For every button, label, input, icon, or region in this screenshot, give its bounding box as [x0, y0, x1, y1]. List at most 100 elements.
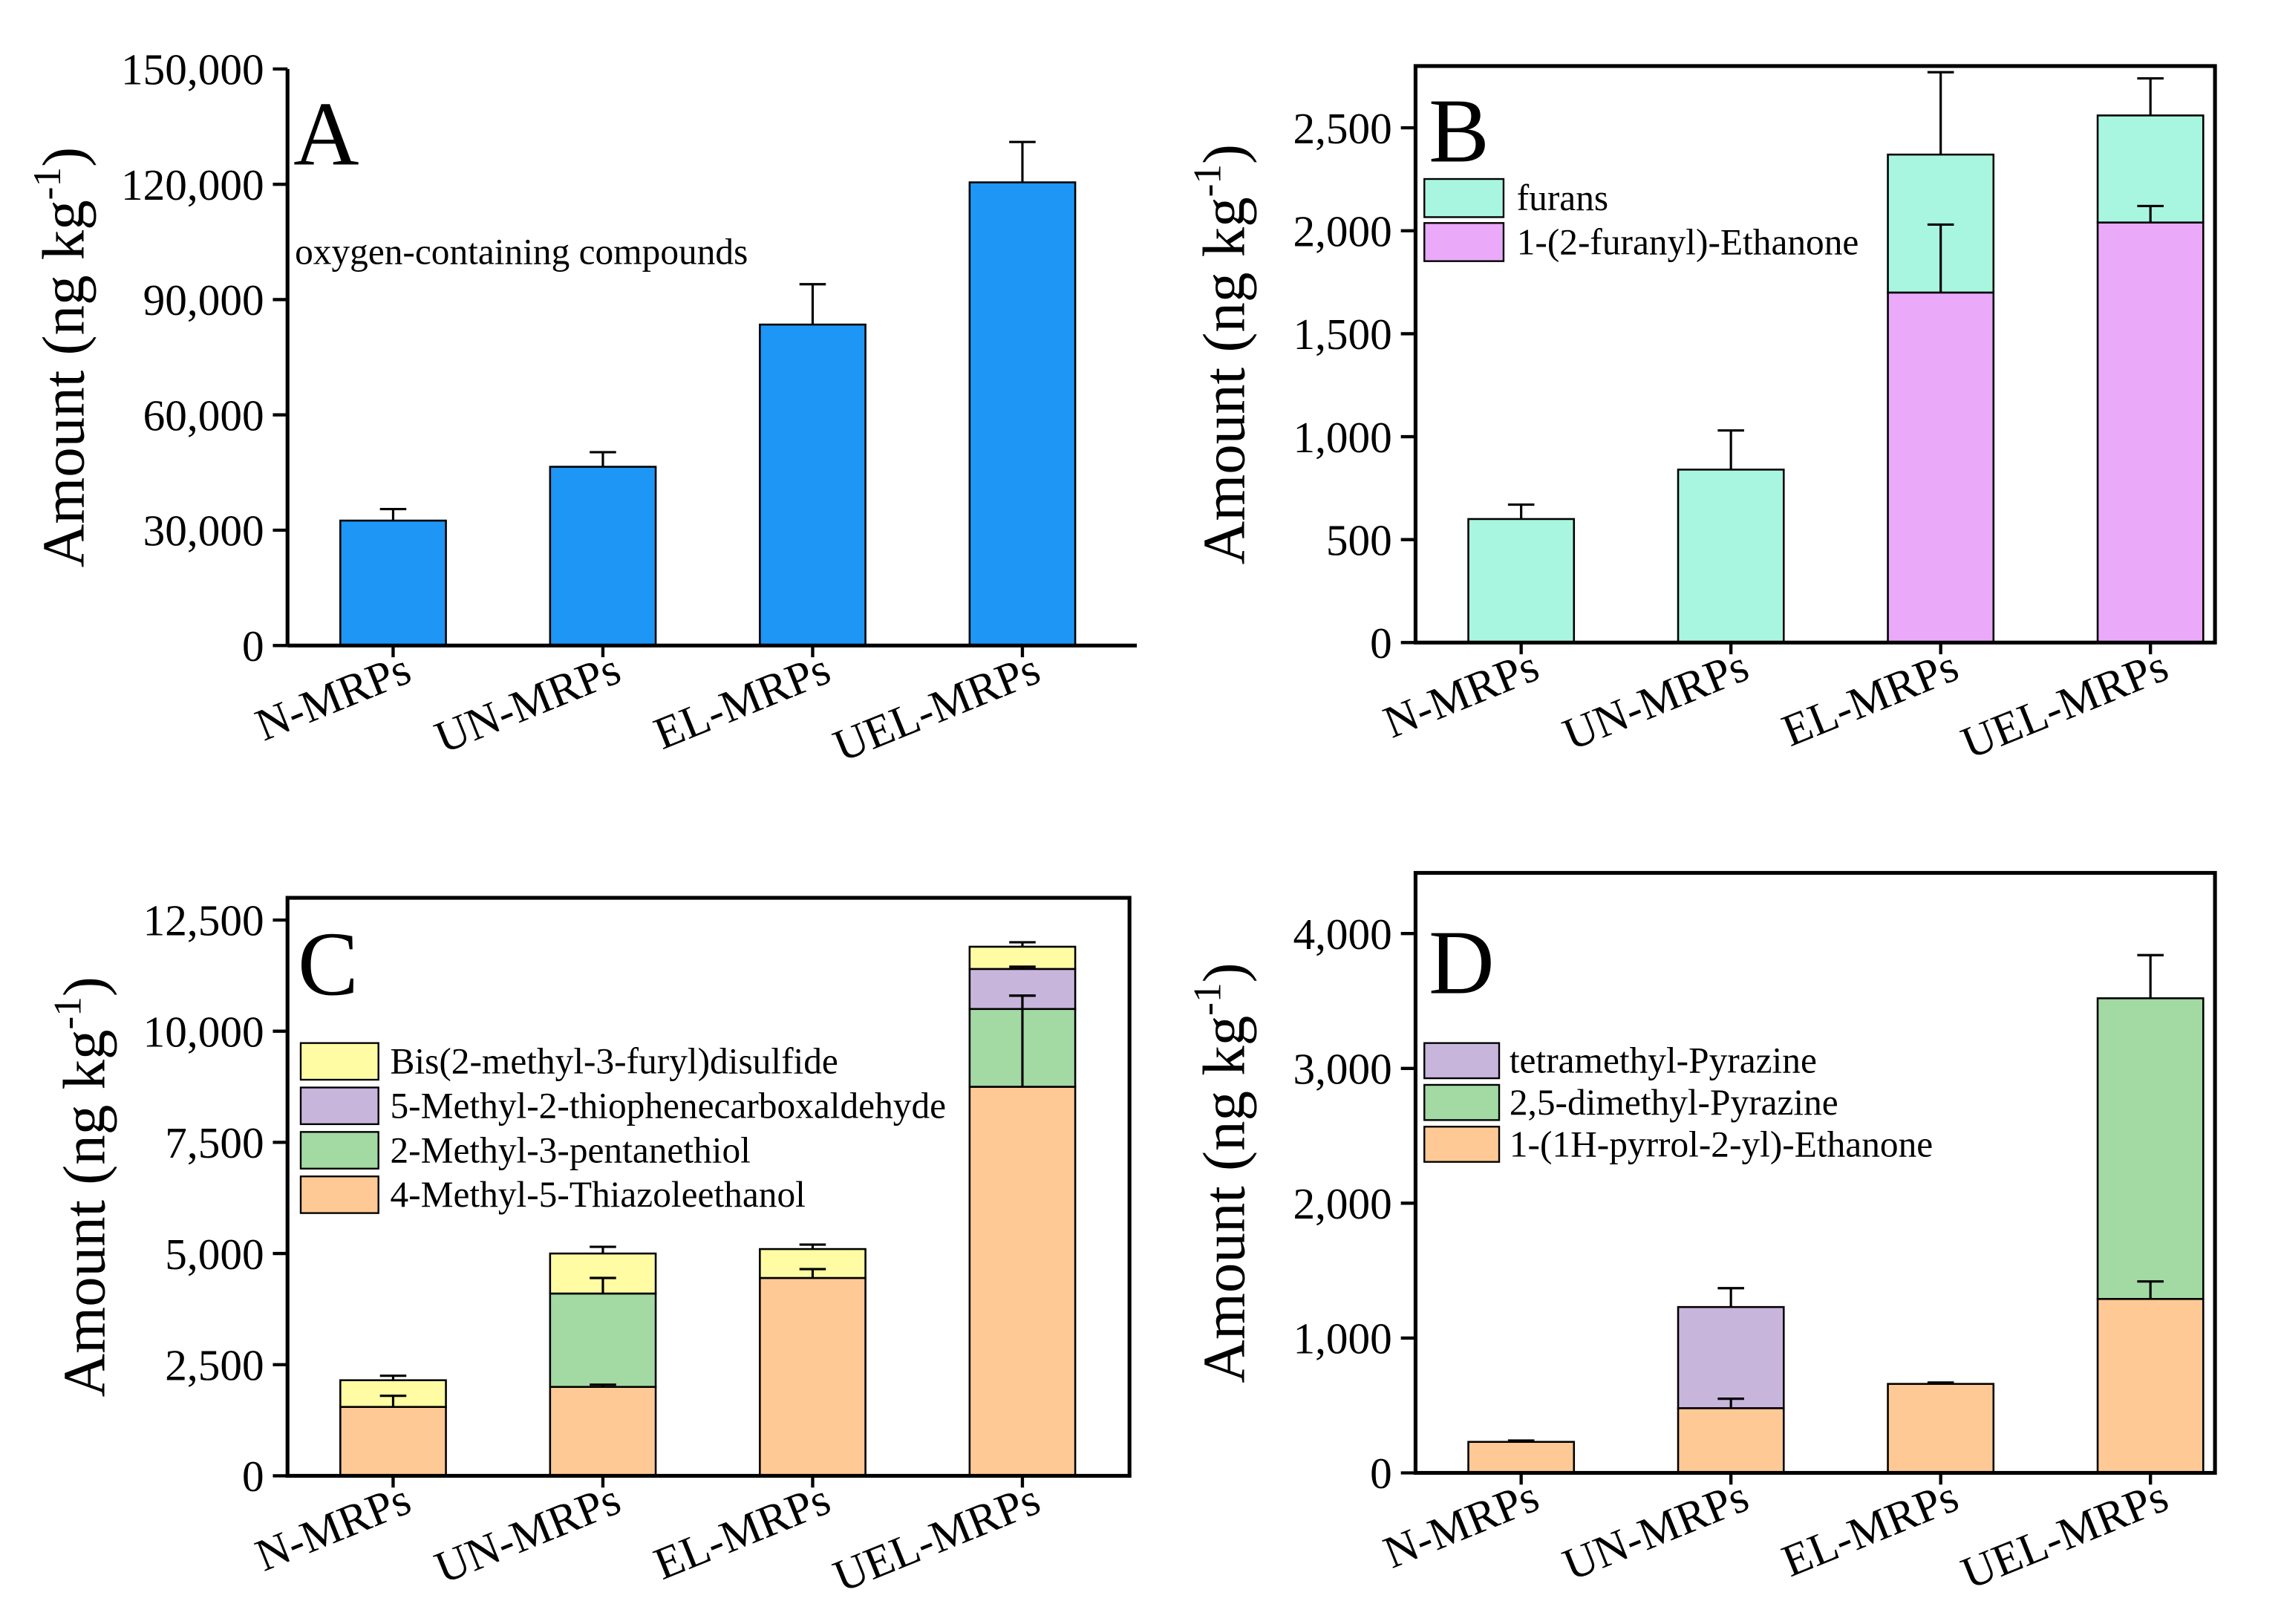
bar-b-un-mrps-series-1: [1677, 469, 1785, 644]
plot-frame: [1413, 64, 2217, 645]
legend-label: Bis(2-methyl-3-furyl)disulfide: [390, 1041, 838, 1082]
legend-label: 2,5-dimethyl-Pyrazine: [1510, 1082, 1838, 1123]
x-tick-label: UN-MRPs: [428, 1474, 627, 1594]
bar-c-el-mrps-series-0: [759, 1276, 867, 1477]
legend: Bis(2-methyl-3-furyl)disulfide5-Methyl-2…: [299, 1041, 946, 1215]
x-tick-label: EL-MRPs: [1775, 641, 1965, 757]
legend-swatch: [299, 1175, 379, 1214]
x-tick-label: UN-MRPs: [1556, 641, 1755, 760]
x-tick-label: N-MRPs: [1377, 641, 1545, 749]
panel-label: D: [1429, 913, 1494, 1013]
legend-label: 1-(1H-pyrrol-2-yl)-Ethanone: [1510, 1124, 1933, 1164]
x-tick-label: UEL-MRPs: [1954, 641, 2175, 769]
error-bar-b-el-mrps-series-1: [1927, 71, 1954, 155]
chart-panel-c: 0 2,500 5,000 7,500 10,000 12,500 N-MRPs UN-MRP…: [45, 896, 1132, 1602]
bar-c-n-mrps-series-0: [339, 1406, 447, 1477]
y-tick-label: 0: [1370, 619, 1392, 668]
legend-label: 4-Methyl-5-Thiazoleethanol: [390, 1174, 805, 1215]
y-tick-label: 30,000: [143, 506, 264, 555]
y-axis-title-main: Amount (ng kg: [30, 200, 97, 567]
y-tick-label: 60,000: [143, 391, 264, 440]
bar-d-uel-mrps-series-0: [2096, 1297, 2205, 1474]
y-axis-title: Amount (ng kg-1): [1185, 962, 1258, 1383]
bar-b-uel-mrps-series-1: [2096, 114, 2205, 224]
y-tick-label: 120,000: [121, 160, 264, 209]
y-axis-title: Amount (ng kg-1): [1185, 144, 1258, 564]
y-axis-title: Amount (ng kg-1): [45, 976, 118, 1397]
bar-c-un-mrps-series-1: [549, 1292, 657, 1388]
y-axis-title-close: ): [30, 147, 97, 167]
y-tick-label: 0: [1370, 1449, 1392, 1498]
y-tick-label: 4,000: [1293, 910, 1391, 959]
panel-label: B: [1429, 81, 1489, 181]
error-bar-d-n-mrps-series-0: [1507, 1439, 1535, 1442]
legend-label: 2-Methyl-3-pentanethiol: [390, 1129, 750, 1170]
error-bar-d-un-mrps-series-0: [1717, 1398, 1744, 1409]
legend-label: furans: [1517, 177, 1608, 218]
legend-swatch: [1423, 1042, 1501, 1080]
y-axis-title-close: ): [1190, 144, 1257, 164]
x-tick-label: EL-MRPs: [1775, 1471, 1965, 1587]
y-tick-label: 90,000: [143, 275, 264, 325]
y-tick-label: 2,500: [1293, 104, 1391, 153]
error-bar-a-uel-mrps-series-0: [1009, 140, 1036, 183]
error-bar-c-uel-mrps-series-1: [1009, 994, 1036, 1009]
legend-swatch: [299, 1042, 379, 1081]
bar-b-n-mrps-series-1: [1467, 518, 1576, 644]
y-tick-label: 0: [242, 1452, 264, 1501]
x-tick-label: N-MRPs: [1377, 1471, 1545, 1579]
plot-frame: [285, 896, 1132, 1478]
error-bar-b-uel-mrps-series-0: [2137, 204, 2164, 223]
error-bar-d-un-mrps-series-2: [1717, 1287, 1744, 1308]
bar-d-n-mrps-series-0: [1467, 1441, 1576, 1474]
panel-label: C: [298, 914, 359, 1014]
legend-swatch: [1423, 1126, 1501, 1163]
y-axis-title-superscript: -1: [1185, 164, 1230, 197]
x-tick-label: EL-MRPs: [647, 1474, 838, 1590]
legend-swatch: [1423, 177, 1505, 218]
error-bar-b-el-mrps-series-0: [1927, 223, 1954, 293]
y-tick-label: 3,000: [1293, 1045, 1391, 1094]
chart-panel-b: 0 500 1,000 1,500 2,000 2,500 N-MRPs UN-MRPs EL-…: [1185, 64, 2217, 769]
y-tick-label: 1,500: [1293, 310, 1391, 359]
y-axis-title-superscript: -1: [45, 997, 90, 1029]
legend-swatch: [299, 1131, 379, 1170]
legend-swatch: [1423, 1083, 1501, 1121]
error-bar-a-n-mrps-series-0: [379, 507, 407, 521]
error-bar-b-uel-mrps-series-1: [2137, 76, 2164, 116]
y-tick-label: 12,500: [143, 896, 264, 945]
error-bar-c-el-mrps-series-3: [799, 1243, 826, 1250]
chart-annotation: oxygen-containing compounds: [295, 232, 748, 273]
y-tick-label: 1,000: [1293, 413, 1391, 462]
y-tick-label: 5,000: [165, 1230, 264, 1279]
y-tick-label: 500: [1326, 515, 1392, 564]
x-tick-label: N-MRPs: [249, 1474, 417, 1582]
x-tick-label: UEL-MRPs: [826, 644, 1047, 772]
error-bar-c-un-mrps-series-1: [590, 1276, 616, 1294]
y-tick-label: 2,000: [1293, 1179, 1391, 1228]
x-tick-label: N-MRPs: [249, 644, 417, 751]
bar-a-el-mrps-series-0: [759, 323, 867, 647]
plot-frame: [1413, 870, 2217, 1475]
error-bar-d-el-mrps-series-0: [1927, 1381, 1954, 1384]
error-bar-c-el-mrps-series-0: [799, 1268, 826, 1278]
bar-b-el-mrps-series-0: [1887, 291, 1995, 644]
x-tick-label: UN-MRPs: [428, 644, 627, 763]
chart-panel-d: 0 1,000 2,000 3,000 4,000 N-MRPs UN-MRPs EL-MRP…: [1185, 870, 2217, 1599]
legend: tetramethyl-Pyrazine2,5-dimethyl-Pyrazin…: [1423, 1040, 1933, 1164]
bar-d-un-mrps-series-0: [1677, 1407, 1785, 1474]
y-tick-label: 0: [242, 622, 264, 671]
legend-label: 5-Methyl-2-thiophenecarboxaldehyde: [390, 1086, 946, 1126]
error-bar-a-un-mrps-series-0: [590, 451, 616, 467]
error-bar-c-n-mrps-series-0: [379, 1395, 407, 1407]
error-bar-c-n-mrps-series-3: [379, 1374, 407, 1380]
bar-c-uel-mrps-series-0: [968, 1086, 1077, 1477]
x-tick-label: UEL-MRPs: [1954, 1471, 2175, 1599]
legend-label: tetramethyl-Pyrazine: [1510, 1040, 1817, 1081]
y-tick-label: 10,000: [143, 1007, 264, 1056]
error-bar-b-n-mrps-series-1: [1507, 503, 1535, 519]
y-tick-label: 2,500: [165, 1340, 264, 1389]
bar-d-un-mrps-series-2: [1677, 1305, 1785, 1409]
